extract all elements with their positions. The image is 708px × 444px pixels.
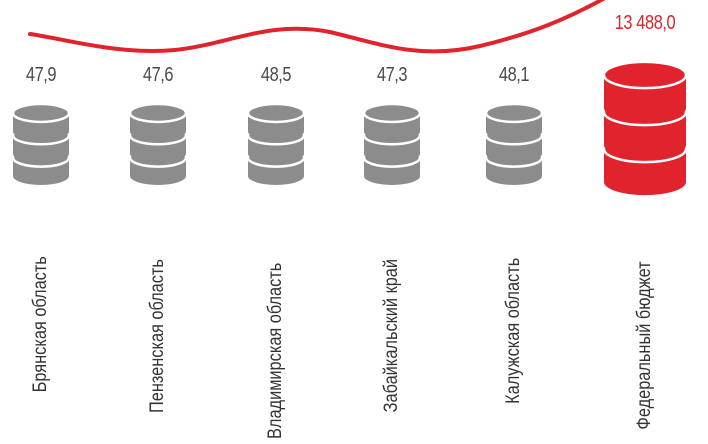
trend-line	[28, 0, 606, 54]
value-label: 47,9	[25, 64, 57, 86]
value-label: 48,5	[260, 64, 292, 86]
value-label: 47,3	[376, 64, 408, 86]
stack	[484, 102, 544, 185]
value-label: 47,6	[142, 64, 174, 86]
category-label: Федеральный бюджет	[634, 261, 655, 430]
category-label: Калужская область	[503, 257, 524, 404]
stack-highlight	[602, 60, 688, 196]
category-label: Забайкальский край	[381, 258, 402, 413]
category-label: Брянская область	[30, 256, 51, 393]
stack	[362, 102, 422, 185]
value-label: 48,1	[498, 64, 530, 86]
stack	[128, 102, 188, 185]
stack	[246, 102, 306, 185]
value-label: 13 488,0	[614, 12, 676, 34]
category-label: Пензенская область	[147, 259, 168, 413]
category-label: Владимирская область	[265, 262, 286, 439]
stack	[11, 102, 71, 185]
